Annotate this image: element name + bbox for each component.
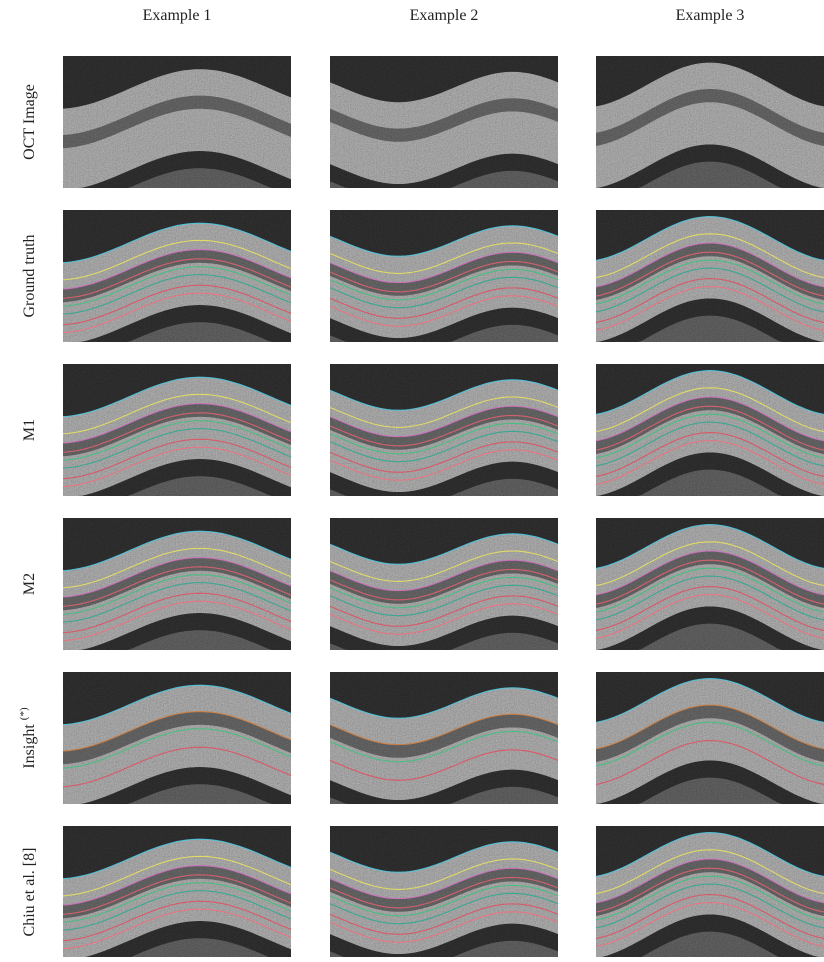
- column-header: Example 2: [410, 7, 479, 24]
- oct-panel: [596, 210, 824, 342]
- oct-image: [63, 56, 291, 188]
- oct-image: [63, 210, 291, 342]
- column-header: Example 3: [676, 7, 745, 24]
- oct-panel: [596, 672, 824, 804]
- oct-image: [596, 210, 824, 342]
- oct-panel: [596, 56, 824, 188]
- row-label: Insight (*): [18, 707, 38, 769]
- row-label-text: M2: [21, 573, 38, 595]
- row-label: Ground truth: [21, 234, 38, 317]
- oct-panel: [63, 210, 291, 342]
- oct-panel: [330, 364, 558, 496]
- row-label: M1: [21, 419, 38, 441]
- oct-panel: [596, 518, 824, 650]
- oct-image: [596, 364, 824, 496]
- oct-image: [63, 826, 291, 957]
- oct-image: [596, 826, 824, 957]
- oct-image: [596, 672, 824, 804]
- oct-panel: [63, 826, 291, 957]
- oct-panel: [63, 672, 291, 804]
- oct-panel: [330, 210, 558, 342]
- oct-panel: [330, 826, 558, 957]
- row-label-text: Ground truth: [21, 234, 38, 317]
- row-label-text: Insight: [21, 724, 38, 769]
- oct-panel: [330, 518, 558, 650]
- oct-panel: [330, 672, 558, 804]
- oct-panel: [596, 364, 824, 496]
- column-header: Example 1: [143, 7, 212, 24]
- oct-panel: [63, 364, 291, 496]
- oct-image: [63, 518, 291, 650]
- row-label: M2: [21, 573, 38, 595]
- row-label-text: M1: [21, 419, 38, 441]
- oct-image: [63, 672, 291, 804]
- oct-panel: [63, 56, 291, 188]
- figure: Example 1 Example 2 Example 3 OCT Image Grou…: [0, 0, 824, 957]
- row-label: Chiu et al. [8]: [21, 848, 38, 937]
- oct-panel: [596, 826, 824, 957]
- oct-image: [330, 56, 558, 188]
- oct-panel: [330, 56, 558, 188]
- oct-image: [330, 826, 558, 957]
- row-label-text: OCT Image: [21, 84, 38, 160]
- row-label-text: Chiu et al. [8]: [21, 848, 38, 937]
- oct-image: [596, 56, 824, 188]
- oct-image: [596, 518, 824, 650]
- row-label: OCT Image: [21, 84, 38, 160]
- oct-image: [63, 364, 291, 496]
- oct-panel: [63, 518, 291, 650]
- row-label-superscript: (*): [18, 707, 30, 720]
